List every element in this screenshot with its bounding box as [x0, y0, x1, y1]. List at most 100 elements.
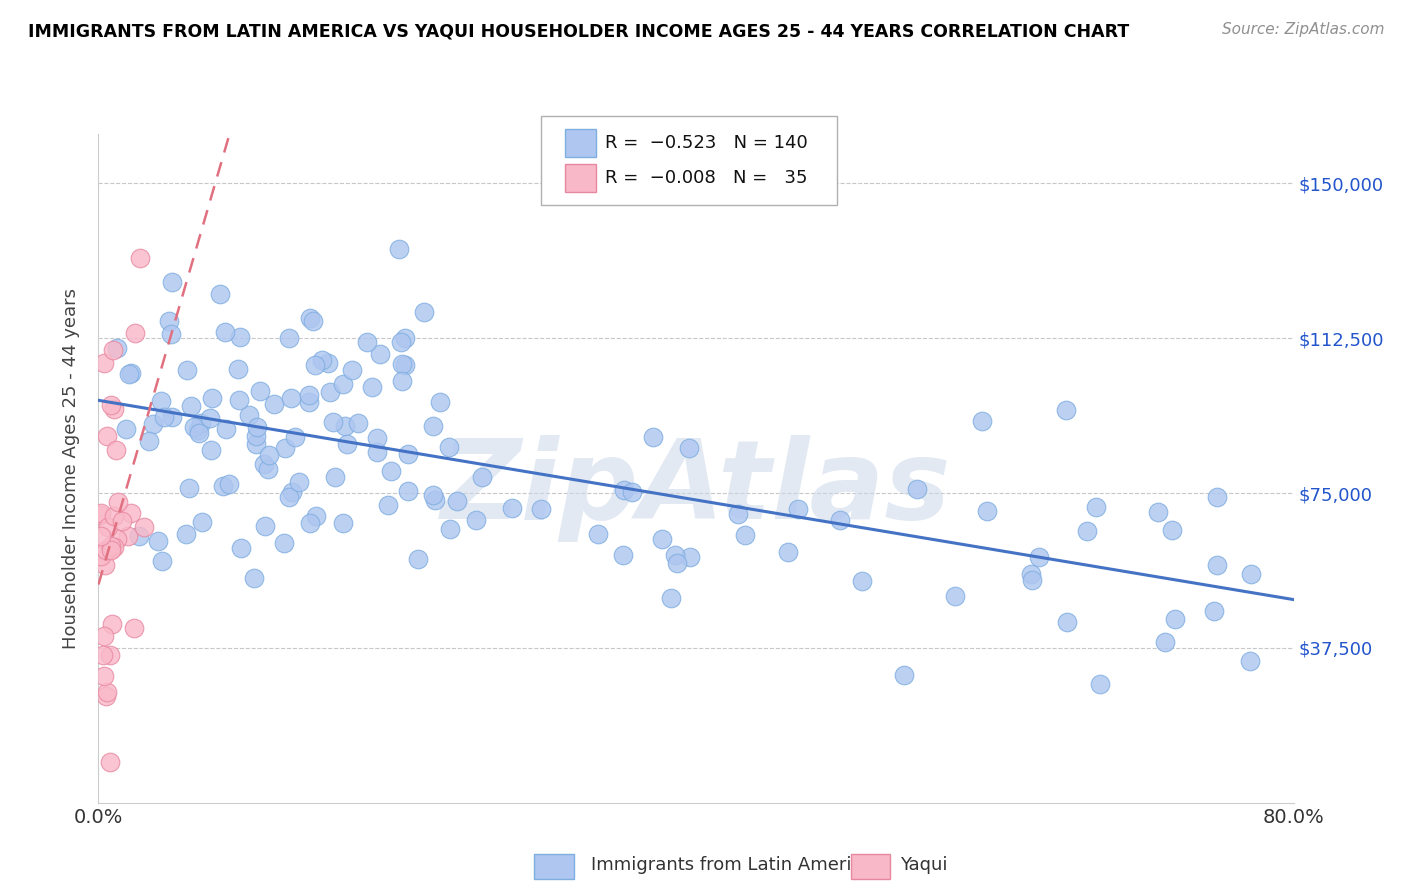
Point — [212, 479, 235, 493]
Point — [107, 495, 129, 509]
Point — [665, 557, 688, 571]
Point — [89, 508, 111, 523]
Point — [471, 469, 494, 483]
Point — [1090, 677, 1112, 691]
Point — [659, 591, 682, 605]
Point — [249, 384, 271, 398]
Point — [501, 501, 523, 516]
Point — [1161, 523, 1184, 537]
Point — [90, 507, 112, 521]
Point — [100, 541, 122, 556]
Point — [146, 534, 169, 549]
Point — [332, 377, 354, 392]
Point — [274, 441, 297, 455]
Point — [734, 528, 756, 542]
Point — [828, 513, 851, 527]
Point — [1240, 567, 1263, 582]
Point — [425, 492, 447, 507]
Point — [93, 648, 115, 662]
Point — [103, 508, 125, 523]
Point — [664, 548, 686, 562]
Point — [972, 414, 994, 428]
Point — [122, 621, 145, 635]
Point — [366, 431, 388, 445]
Point — [319, 384, 342, 399]
Point — [160, 326, 183, 341]
Point — [302, 314, 325, 328]
Point — [1239, 654, 1261, 668]
Point — [218, 476, 240, 491]
Point — [278, 490, 301, 504]
Point — [368, 347, 391, 361]
Point — [280, 391, 302, 405]
Point — [160, 410, 183, 425]
Point — [214, 325, 236, 339]
Point — [727, 507, 749, 521]
Point — [257, 448, 280, 462]
Point — [229, 330, 252, 344]
Point — [288, 475, 311, 490]
Y-axis label: Householder Income Ages 25 - 44 years: Householder Income Ages 25 - 44 years — [62, 288, 80, 648]
Point — [187, 425, 209, 440]
Point — [323, 470, 346, 484]
Point — [297, 388, 319, 402]
Point — [152, 409, 174, 424]
Point — [893, 667, 915, 681]
Point — [90, 529, 112, 543]
Point — [284, 429, 307, 443]
Point — [253, 519, 276, 533]
Point — [252, 457, 274, 471]
Point — [1085, 500, 1108, 514]
Point — [439, 522, 461, 536]
Point — [115, 422, 138, 436]
Point — [263, 397, 285, 411]
Point — [394, 331, 416, 345]
Point — [129, 252, 152, 266]
Text: Source: ZipAtlas.com: Source: ZipAtlas.com — [1222, 22, 1385, 37]
Point — [1019, 567, 1042, 582]
Point — [179, 481, 201, 495]
Text: R =  −0.008   N =   35: R = −0.008 N = 35 — [605, 169, 807, 187]
Point — [612, 548, 634, 562]
Point — [243, 571, 266, 585]
Point — [1202, 604, 1225, 618]
Point — [905, 482, 928, 496]
Point — [111, 514, 134, 528]
Point — [138, 434, 160, 448]
Point — [299, 311, 322, 326]
Point — [190, 416, 212, 430]
Point — [446, 494, 468, 508]
Point — [429, 395, 451, 409]
Point — [361, 380, 384, 394]
Point — [105, 341, 128, 355]
Point — [333, 419, 356, 434]
Point — [94, 689, 117, 703]
Point — [406, 551, 429, 566]
Point — [304, 359, 326, 373]
Point — [191, 515, 214, 529]
Point — [776, 545, 799, 559]
Point — [945, 590, 967, 604]
Point — [198, 411, 221, 425]
Point — [1154, 634, 1177, 648]
Point — [94, 542, 117, 557]
Point — [101, 343, 124, 357]
Point — [180, 399, 202, 413]
Point — [100, 539, 122, 553]
Point — [97, 520, 120, 534]
Point — [201, 391, 224, 405]
Point — [465, 513, 488, 527]
Point — [332, 516, 354, 530]
Point — [394, 358, 416, 372]
Point — [851, 574, 873, 588]
Text: R =  −0.523   N = 140: R = −0.523 N = 140 — [605, 134, 807, 152]
Point — [1021, 574, 1043, 588]
Point — [422, 488, 444, 502]
Point — [215, 422, 238, 436]
Point — [305, 508, 328, 523]
Point — [246, 419, 269, 434]
Point — [1028, 549, 1050, 564]
Point — [336, 437, 359, 451]
Point — [257, 462, 280, 476]
Point — [388, 242, 411, 256]
